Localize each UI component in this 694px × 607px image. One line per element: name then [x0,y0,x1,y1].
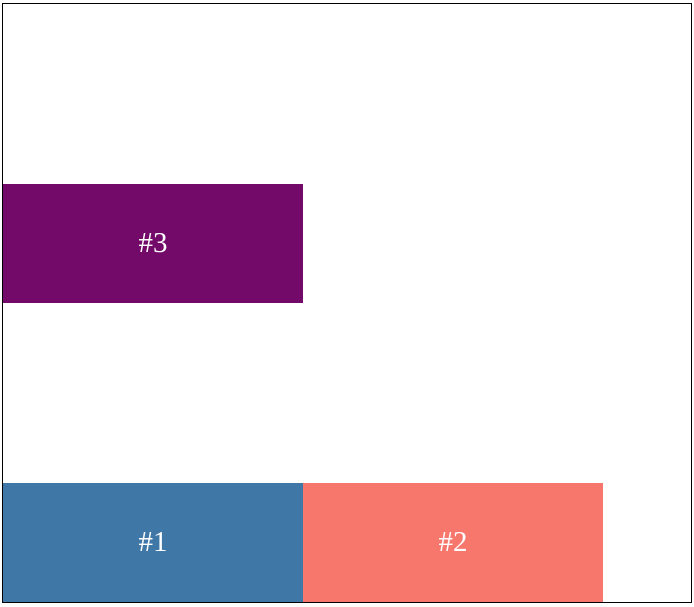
block-3[interactable]: #3 [3,184,303,303]
block-2[interactable]: #2 [303,483,603,602]
block-1-label: #1 [138,526,168,558]
block-2-label: #2 [438,526,468,558]
block-3-label: #3 [138,227,168,259]
canvas-frame: #3 #1 #2 [2,3,692,603]
block-1[interactable]: #1 [3,483,303,602]
